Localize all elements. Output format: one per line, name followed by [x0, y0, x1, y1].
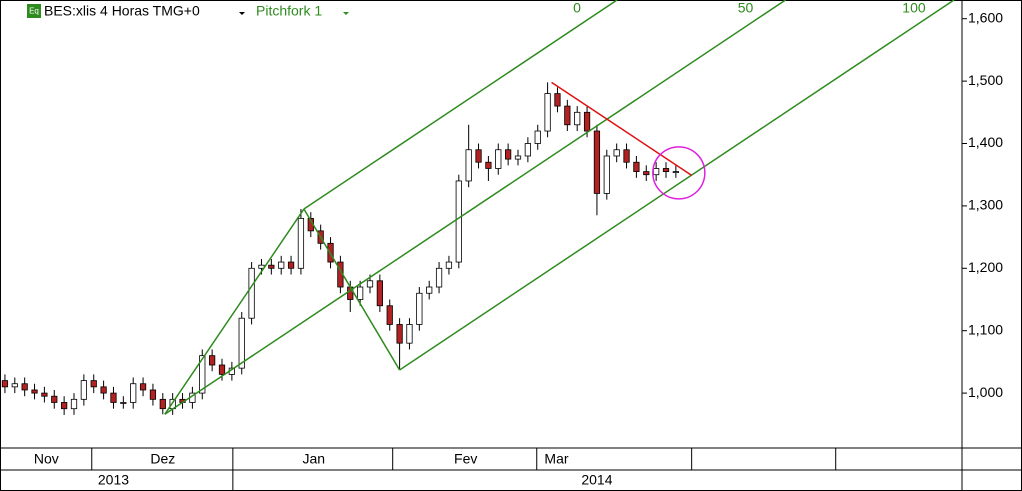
candle-body — [574, 111, 581, 126]
candle-body — [268, 264, 275, 269]
candle-body — [159, 398, 166, 410]
x-tick-label: Fev — [454, 451, 477, 467]
y-tick-label: 1,000 — [968, 384, 1003, 400]
candle-body — [603, 155, 610, 194]
candle-body — [524, 143, 531, 157]
candle-body — [120, 402, 127, 404]
candle-body — [278, 261, 285, 269]
candle-body — [435, 267, 443, 288]
candle-body — [1, 380, 9, 388]
candle-body — [653, 168, 660, 176]
y-tick-label: 1,600 — [968, 9, 1003, 25]
candle-body — [554, 93, 561, 107]
year-label: 2014 — [581, 472, 612, 488]
pitchfork-level-label: 100 — [902, 0, 926, 16]
pitchfork-line — [399, 0, 955, 371]
candle-body — [613, 149, 620, 157]
pitchfork-line — [303, 0, 618, 210]
candle-body — [70, 398, 78, 410]
candle-body — [139, 383, 147, 391]
candle-body — [31, 389, 38, 394]
symbol-icon-text: Eq — [29, 7, 39, 16]
candle-body — [51, 395, 58, 403]
candle-body — [21, 383, 28, 391]
candle-body — [426, 286, 433, 294]
candle-body — [218, 364, 226, 375]
candle-body — [238, 317, 245, 369]
candle-body — [445, 261, 453, 269]
candle-body — [287, 261, 295, 269]
dropdown-arrow[interactable] — [239, 12, 245, 15]
candle-body — [593, 130, 601, 194]
candle-body — [297, 217, 305, 269]
candle-body — [386, 305, 393, 325]
dropdown-arrow[interactable] — [343, 12, 349, 15]
candle-body — [475, 149, 482, 163]
symbol-icon — [27, 4, 41, 18]
highlight-circle — [652, 146, 706, 200]
candle-body — [149, 389, 157, 400]
trendline — [551, 81, 693, 176]
candle-body — [61, 402, 68, 410]
y-tick-label: 1,400 — [968, 134, 1003, 150]
candle-body — [662, 168, 670, 172]
candle-body — [643, 171, 650, 176]
candle-body — [564, 105, 571, 126]
candle-body — [514, 155, 522, 160]
candle-body — [110, 392, 117, 403]
candle-body — [416, 292, 423, 325]
y-tick-label: 1,300 — [968, 197, 1003, 213]
candle-body — [209, 355, 216, 366]
candle-body — [357, 286, 364, 300]
candle-body — [100, 386, 107, 394]
x-tick-label: Nov — [34, 451, 59, 467]
pitchfork-handle — [164, 208, 305, 415]
candle-body — [505, 149, 512, 160]
study-label[interactable]: Pitchfork 1 — [256, 3, 322, 19]
plot-area — [1, 0, 955, 415]
candle-body — [406, 324, 413, 344]
candle-body — [376, 280, 383, 307]
candle-body — [485, 161, 492, 169]
candle-body — [130, 383, 137, 403]
candle-body — [672, 171, 679, 173]
year-label: 2013 — [98, 472, 129, 488]
y-tick-label: 1,100 — [968, 321, 1003, 337]
pitchfork-level-label: 50 — [738, 0, 754, 16]
candle-body — [633, 161, 640, 172]
y-tick-label: 1,500 — [968, 72, 1003, 88]
x-tick-label: Dez — [150, 451, 175, 467]
candle-body — [583, 111, 591, 132]
candle-body — [544, 93, 551, 132]
pitchfork-line — [164, 0, 786, 415]
candle-body — [199, 355, 206, 394]
candle-body — [80, 380, 87, 400]
y-tick-label: 1,200 — [968, 259, 1003, 275]
chart-title[interactable]: BES:xlis 4 Horas TMG+0 — [44, 3, 200, 19]
candle-body — [396, 324, 403, 344]
x-tick-label: Mar — [544, 451, 568, 467]
candle-body — [495, 149, 502, 169]
candle-body — [623, 149, 630, 163]
pitchfork-level-label: 0 — [573, 0, 581, 16]
candle-body — [455, 180, 462, 263]
candle-body — [465, 149, 472, 182]
candle-body — [534, 130, 541, 144]
candle-body — [366, 280, 374, 288]
candle-body — [248, 267, 255, 319]
candle-body — [90, 380, 97, 388]
x-tick-label: Jan — [302, 451, 325, 467]
candle-body — [11, 383, 18, 388]
candle-body — [41, 392, 48, 397]
